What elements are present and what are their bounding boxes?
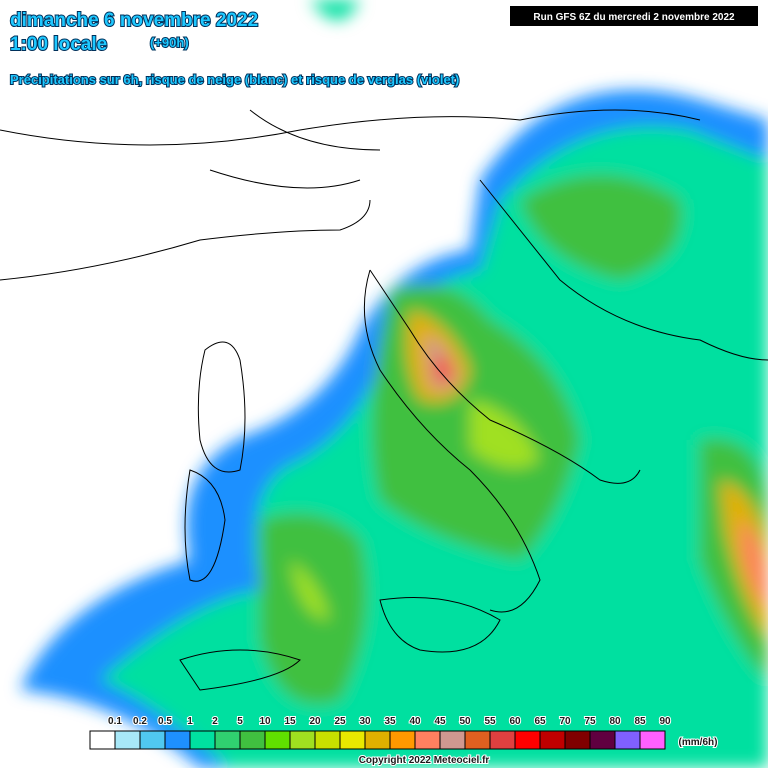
legend-label: 0.2: [133, 716, 147, 727]
legend-label: 75: [584, 716, 596, 727]
legend-label: 25: [334, 716, 346, 727]
legend-swatch: [264, 730, 291, 750]
legend-label: 90: [659, 716, 671, 727]
precipitation-field: [20, 0, 768, 768]
legend-label: 60: [509, 716, 521, 727]
legend-label: 2: [212, 716, 218, 727]
legend-swatch: [489, 730, 516, 750]
legend-swatch: [539, 730, 566, 750]
lead-time: (+90h): [150, 35, 189, 50]
legend-swatch: [139, 730, 166, 750]
legend-label: 10: [259, 716, 271, 727]
copyright: Copyright 2022 Meteociel.fr: [359, 755, 490, 766]
legend-label: 1: [187, 716, 193, 727]
legend-label: 0.1: [108, 716, 122, 727]
legend-label: 85: [634, 716, 646, 727]
time-title: 1:00 locale: [10, 34, 107, 55]
legend-swatch: [464, 730, 491, 750]
legend-swatch: [189, 730, 216, 750]
legend-swatch: [289, 730, 316, 750]
subtitle: Précipitations sur 6h, risque de neige (…: [10, 72, 459, 87]
legend-label: 30: [359, 716, 371, 727]
legend-label: 65: [534, 716, 546, 727]
legend-label: 80: [609, 716, 621, 727]
legend: 0.1 0.2 0.5 1 2 5 10 15 20 25 30 35 40 45 50 55 60 65 70 75…: [89, 715, 672, 750]
legend-swatch: [239, 730, 266, 750]
legend-label: 20: [309, 716, 321, 727]
legend-swatch: [314, 730, 341, 750]
legend-label: 70: [559, 716, 571, 727]
legend-swatch: [514, 730, 541, 750]
legend-label: 35: [384, 716, 396, 727]
coastlines: [0, 109, 768, 691]
legend-label: 50: [459, 716, 471, 727]
legend-label: 55: [484, 716, 496, 727]
legend-swatch: [639, 730, 666, 750]
legend-swatch: [114, 730, 141, 750]
legend-label: 15: [284, 716, 296, 727]
legend-swatch: [414, 730, 441, 750]
legend-swatch: [339, 730, 366, 750]
legend-swatch: [164, 730, 191, 750]
legend-swatch: [614, 730, 641, 750]
legend-label: 45: [434, 716, 446, 727]
legend-swatch: [389, 730, 416, 750]
date-title: dimanche 6 novembre 2022: [10, 10, 258, 31]
legend-swatch: [89, 730, 116, 750]
legend-swatch: [364, 730, 391, 750]
run-box: [510, 6, 758, 26]
legend-label: 5: [237, 716, 243, 727]
legend-label: 0.5: [158, 716, 172, 727]
legend-swatch: [214, 730, 241, 750]
legend-swatch: [439, 730, 466, 750]
legend-swatch: [564, 730, 591, 750]
legend-unit: (mm/6h): [679, 737, 718, 748]
legend-swatch: [589, 730, 616, 750]
legend-label: 40: [409, 716, 421, 727]
run-info: Run GFS 6Z du mercredi 2 novembre 2022: [533, 12, 735, 23]
